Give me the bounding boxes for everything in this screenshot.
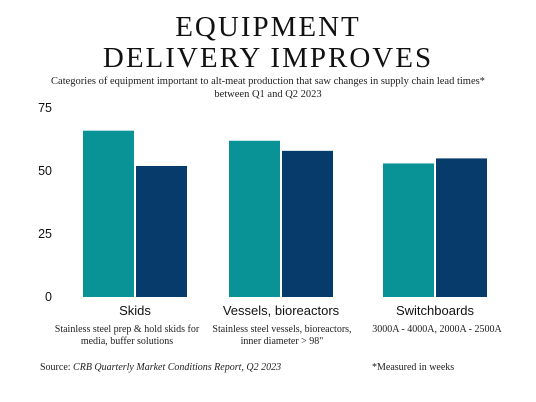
chart-title: EQUIPMENT DELIVERY IMPROVES bbox=[0, 12, 536, 74]
y-tick-label: 0 bbox=[45, 290, 52, 304]
source-text: CRB Quarterly Market Conditions Report, … bbox=[73, 362, 282, 373]
category-description-skids: Stainless steel prep & hold skids for me… bbox=[54, 324, 200, 347]
bar-switchboards-series-2 bbox=[436, 158, 487, 297]
category-description-vessels: Stainless steel vessels, bioreactors, in… bbox=[212, 324, 352, 347]
bar-vessels-bioreactors-series-1 bbox=[229, 140, 280, 297]
bar-skids-series-2 bbox=[136, 165, 187, 297]
source-note: Source: CRB Quarterly Market Conditions … bbox=[40, 362, 281, 373]
bar-switchboards-series-1 bbox=[383, 163, 434, 297]
title-line-2: DELIVERY IMPROVES bbox=[102, 42, 434, 74]
category-description-switchboards: 3000A - 4000A, 2000A - 2500A bbox=[372, 324, 502, 335]
chart-subtitle: Categories of equipment important to alt… bbox=[51, 76, 485, 100]
bar-vessels-bioreactors-series-2 bbox=[282, 150, 333, 297]
y-tick-label: 75 bbox=[38, 101, 52, 115]
category-label: Switchboards bbox=[396, 303, 475, 318]
title-line-1: EQUIPMENT bbox=[175, 11, 361, 43]
bar-skids-series-1 bbox=[83, 130, 134, 297]
source-label: Source: bbox=[40, 362, 71, 373]
y-tick-label: 25 bbox=[38, 227, 52, 241]
category-label: Skids bbox=[119, 303, 151, 318]
y-tick-label: 50 bbox=[38, 164, 52, 178]
units-note: *Measured in weeks bbox=[372, 362, 455, 373]
category-label: Vessels, bioreactors bbox=[223, 303, 340, 318]
